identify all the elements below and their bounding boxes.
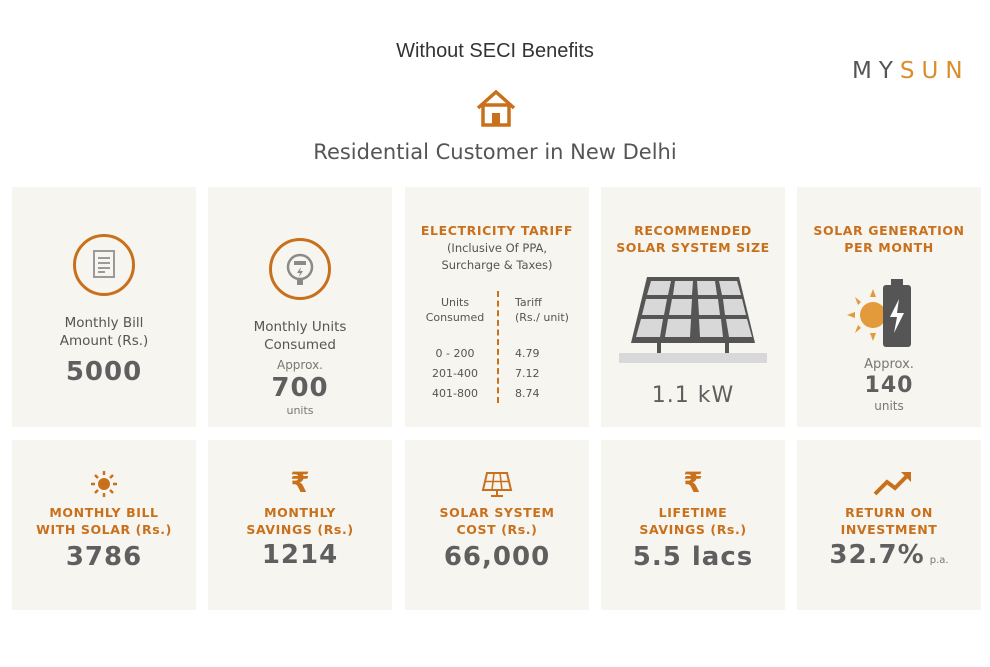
generation-value: 140 bbox=[864, 373, 914, 398]
roi-value: 32.7% bbox=[829, 540, 925, 570]
generation-title: SOLAR GENERATION PER MONTH bbox=[813, 223, 965, 255]
sun-battery-icon bbox=[847, 279, 911, 347]
tariff-col-rate-header: Tariff (Rs./ unit) bbox=[515, 296, 569, 324]
generation-approx: Approx. bbox=[864, 357, 914, 372]
small-panel-icon bbox=[481, 472, 513, 497]
card-system-size: RECOMMENDED SOLAR SYSTEM SIZE 1.1 kW bbox=[601, 187, 785, 427]
tariff-col-units-header: Units Consumed bbox=[425, 296, 485, 324]
card-bill-with-solar: MONTHLY BILL WITH SOLAR (Rs.) 3786 bbox=[12, 440, 196, 610]
card-electricity-tariff: ELECTRICITY TARIFF (Inclusive Of PPA, Su… bbox=[405, 187, 589, 427]
monthly-units-value: 700 bbox=[271, 373, 329, 403]
house-icon bbox=[476, 89, 516, 127]
brand-logo: MYSUN bbox=[852, 58, 970, 84]
card-solar-generation: SOLAR GENERATION PER MONTH Approx. 140 u… bbox=[797, 187, 981, 427]
solar-panel-icon bbox=[619, 277, 767, 363]
bill-icon bbox=[73, 234, 135, 296]
system-size-title: RECOMMENDED SOLAR SYSTEM SIZE bbox=[616, 223, 770, 255]
tariff-range: 401-800 bbox=[432, 387, 478, 400]
system-cost-value: 66,000 bbox=[443, 542, 551, 572]
card-monthly-savings: ₹ MONTHLY SAVINGS (Rs.) 1214 bbox=[208, 440, 392, 610]
tariff-range: 0 - 200 bbox=[435, 347, 475, 360]
monthly-units-label: Monthly Units Consumed bbox=[253, 319, 347, 353]
meter-icon bbox=[269, 238, 331, 300]
system-cost-title: SOLAR SYSTEM COST (Rs.) bbox=[439, 505, 555, 537]
monthly-savings-value: 1214 bbox=[261, 540, 339, 570]
lifetime-savings-value: 5.5 lacs bbox=[632, 542, 754, 572]
monthly-units-unit: units bbox=[286, 404, 314, 417]
card-monthly-units: Monthly Units Consumed Approx. 700 units bbox=[208, 187, 392, 427]
bill-with-solar-value: 3786 bbox=[65, 542, 143, 572]
rupee-icon: ₹ bbox=[683, 466, 703, 499]
roi-value-wrap: 32.7% p.a. bbox=[797, 540, 981, 570]
tariff-rate: 7.12 bbox=[515, 367, 540, 380]
tariff-rate: 4.79 bbox=[515, 347, 540, 360]
monthly-units-approx: Approx. bbox=[276, 358, 323, 372]
rupee-icon: ₹ bbox=[290, 466, 310, 499]
monthly-bill-label: Monthly Bill Amount (Rs.) bbox=[59, 315, 149, 349]
system-size-value: 1.1 kW bbox=[651, 383, 735, 408]
tariff-note: (Inclusive Of PPA, Surcharge & Taxes) bbox=[441, 241, 553, 272]
monthly-bill-value: 5000 bbox=[65, 357, 143, 387]
trend-up-icon bbox=[873, 472, 911, 496]
card-system-cost: SOLAR SYSTEM COST (Rs.) 66,000 bbox=[405, 440, 589, 610]
tariff-divider bbox=[497, 291, 499, 403]
generation-unit: units bbox=[874, 399, 904, 413]
tariff-range: 201-400 bbox=[432, 367, 478, 380]
card-monthly-bill: Monthly Bill Amount (Rs.) 5000 bbox=[12, 187, 196, 427]
card-lifetime-savings: ₹ LIFETIME SAVINGS (Rs.) 5.5 lacs bbox=[601, 440, 785, 610]
card-roi: RETURN ON INVESTMENT 32.7% p.a. bbox=[797, 440, 981, 610]
roi-suffix: p.a. bbox=[929, 555, 949, 566]
tariff-title: ELECTRICITY TARIFF bbox=[420, 223, 574, 238]
page-title: Without SECI Benefits bbox=[396, 40, 594, 62]
sun-icon bbox=[91, 471, 117, 497]
monthly-savings-title: MONTHLY SAVINGS (Rs.) bbox=[246, 505, 354, 537]
roi-title: RETURN ON INVESTMENT bbox=[840, 505, 938, 537]
tariff-rate: 8.74 bbox=[515, 387, 540, 400]
page-subtitle: Residential Customer in New Delhi bbox=[313, 140, 677, 164]
bill-with-solar-title: MONTHLY BILL WITH SOLAR (Rs.) bbox=[36, 505, 172, 537]
lifetime-savings-title: LIFETIME SAVINGS (Rs.) bbox=[639, 505, 747, 537]
